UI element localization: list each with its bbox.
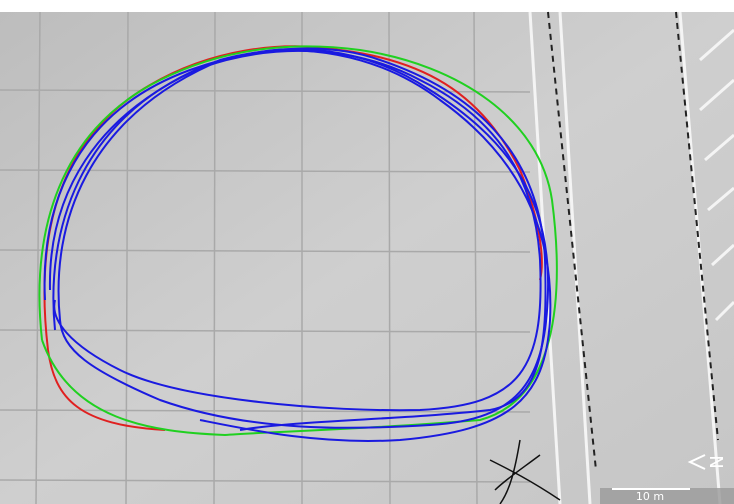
compass-arrow <box>687 454 706 470</box>
drone-shadow <box>489 439 561 504</box>
trajectory-blue-1 <box>43 47 547 431</box>
trajectory-blue-4 <box>48 49 552 442</box>
trajectories <box>38 45 558 442</box>
scale-bar-bg <box>600 488 734 504</box>
scale-bar-label: 10 m <box>636 490 664 503</box>
tile-grid <box>0 11 531 504</box>
trajectory-green <box>38 45 558 437</box>
dashed-lines <box>547 11 719 471</box>
compass-label: N <box>707 455 728 468</box>
trajectory-red-tail <box>47 349 166 431</box>
ground <box>0 12 734 504</box>
